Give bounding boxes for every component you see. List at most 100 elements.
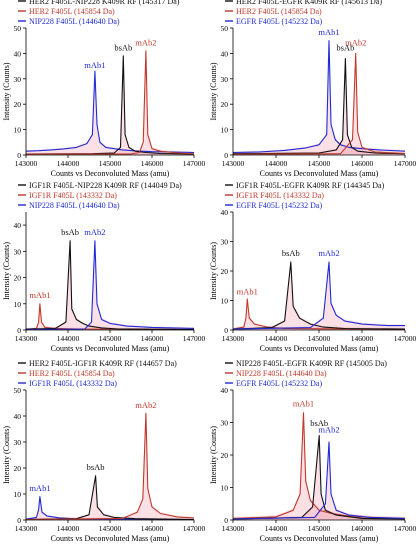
chart-panel-middle-left: IGF1R F405L-NIP228 K409R RF (144049 Da) I…: [2, 181, 206, 353]
peak-label: mAb2: [135, 400, 156, 410]
x-tick-label: 145000: [308, 159, 331, 168]
y-axis-label: Intensity (Counts): [209, 242, 218, 300]
peak-label: mAb1: [318, 27, 339, 37]
x-axis-label: Counts vs Deconvoluted Mass (amu): [51, 169, 170, 178]
peak-label: mAb1: [29, 290, 50, 300]
series-line: [25, 55, 195, 155]
x-tick-label: 144000: [265, 334, 288, 343]
x-tick-label: 146000: [141, 334, 164, 343]
legend-entry: IGF1R F405L (143332 Da): [236, 191, 324, 200]
x-tick-label: 143000: [222, 159, 245, 168]
chart-panel-middle-right: IGF1R F405L-EGFR K409R RF (144345 Da)IGF…: [209, 181, 417, 353]
legend-entry: NIP228 F405L (144640 Da): [29, 201, 120, 210]
x-axis-label: Counts vs Deconvoluted Mass (amu): [260, 169, 379, 178]
y-tick-label: 0: [17, 326, 21, 335]
y-tick-label: 30: [221, 419, 229, 428]
y-tick-label: 10: [221, 484, 229, 493]
y-tick-label: 30: [14, 247, 22, 256]
x-tick-label: 144000: [57, 159, 80, 168]
y-tick-label: 0: [224, 326, 228, 335]
x-axis-label: Counts vs Deconvoluted Mass (amu): [51, 534, 170, 543]
legend-entry: IGF1R F405L-NIP228 K409R RF (144049 Da): [29, 181, 182, 190]
y-tick-label: 10: [221, 126, 229, 135]
y-tick-label: 30: [221, 75, 229, 84]
legend-entry: NIP228 F405L (144640 Da): [236, 369, 327, 378]
x-tick-label: 146000: [141, 524, 164, 533]
peak-label: mAb1: [237, 287, 258, 297]
chart-panel-bottom-right: NIP228 F405L-EGFR K409R RF (145005 Da)NI…: [209, 359, 417, 543]
series-line: [232, 40, 406, 154]
series-shade: [233, 430, 405, 520]
y-tick-label: 20: [14, 464, 22, 473]
legend-entry: HER2 F405L-NIP228 K409R RF (145317 Da): [29, 0, 180, 6]
y-tick-label: 10: [14, 300, 22, 309]
y-axis-label: Intensity (Counts): [2, 426, 11, 484]
x-tick-label: 146000: [351, 159, 374, 168]
y-tick-label: 0: [17, 151, 21, 160]
y-tick-label: 0: [17, 516, 21, 525]
x-tick-label: 145000: [99, 524, 122, 533]
series-shade: [26, 44, 194, 155]
series-line: [25, 240, 195, 331]
x-axis-label: Counts vs Deconvoluted Mass (amu): [260, 534, 379, 543]
legend-entry: HER2 F405L (145854 Da): [29, 369, 115, 378]
series-shade: [233, 47, 405, 155]
x-tick-label: 144000: [57, 334, 80, 343]
peak-label: mAb1: [293, 399, 314, 409]
x-tick-label: 143000: [222, 334, 245, 343]
y-tick-label: 0: [224, 151, 228, 160]
series-shade: [26, 66, 194, 155]
chart-panel-top-right: HER2 F405L-EGFR K409R RF (145613 Da)HER2…: [209, 0, 417, 178]
series-shade: [26, 494, 194, 520]
x-tick-label: 147000: [394, 524, 417, 533]
series-line: [25, 70, 195, 154]
y-tick-label: 50: [14, 24, 22, 33]
y-tick-label: 20: [221, 100, 229, 109]
y-tick-label: 40: [14, 412, 22, 421]
series-line: [25, 50, 195, 155]
y-axis-label: Intensity (Counts): [2, 62, 11, 120]
series-shade: [26, 235, 194, 330]
y-tick-label: 50: [14, 386, 22, 395]
y-tick-label: 20: [221, 267, 229, 276]
x-tick-label: 146000: [351, 334, 374, 343]
series-line: [232, 52, 406, 155]
peak-label: mAb2: [318, 425, 339, 435]
series-line: [232, 434, 406, 520]
x-tick-label: 143000: [15, 334, 38, 343]
y-axis-label: Intensity (Counts): [2, 242, 11, 300]
peak-label: bsAb: [61, 227, 79, 237]
series-line: [232, 57, 406, 155]
y-tick-label: 40: [221, 386, 229, 395]
series-shade: [233, 257, 405, 330]
x-axis-label: Counts vs Deconvoluted Mass (amu): [51, 344, 170, 353]
y-tick-label: 20: [221, 451, 229, 460]
series-line: [25, 475, 195, 521]
series-shade: [26, 301, 194, 330]
legend-entry: EGFR F405L (145232 Da): [236, 201, 322, 210]
y-tick-label: 40: [14, 221, 22, 230]
peak-label: bsAb: [87, 462, 105, 472]
legend-entry: IGF1R F405L-EGFR K409R RF (144345 Da): [236, 181, 385, 190]
y-tick-label: 30: [14, 438, 22, 447]
y-tick-label: 0: [224, 516, 228, 525]
x-tick-label: 145000: [308, 334, 331, 343]
peak-label: bsAb: [114, 42, 132, 52]
legend-entry: NIP228 F405L-EGFR K409R RF (145005 Da): [236, 359, 387, 368]
y-tick-label: 10: [221, 297, 229, 306]
series-shade: [233, 257, 405, 330]
series-line: [232, 261, 405, 330]
series-line: [232, 261, 406, 330]
x-tick-label: 144000: [265, 524, 288, 533]
series-line: [232, 441, 406, 520]
legend-entry: HER2 F405L (145854 Da): [236, 7, 322, 16]
x-tick-label: 145000: [99, 334, 122, 343]
series-line: [25, 240, 195, 331]
x-tick-label: 146000: [351, 524, 374, 533]
y-tick-label: 30: [221, 238, 229, 247]
legend-entry: NIP228 F405L (144640 Da): [29, 17, 120, 26]
y-tick-label: 40: [221, 208, 229, 217]
series-shade: [233, 34, 405, 155]
peak-label: mAb2: [345, 37, 366, 47]
